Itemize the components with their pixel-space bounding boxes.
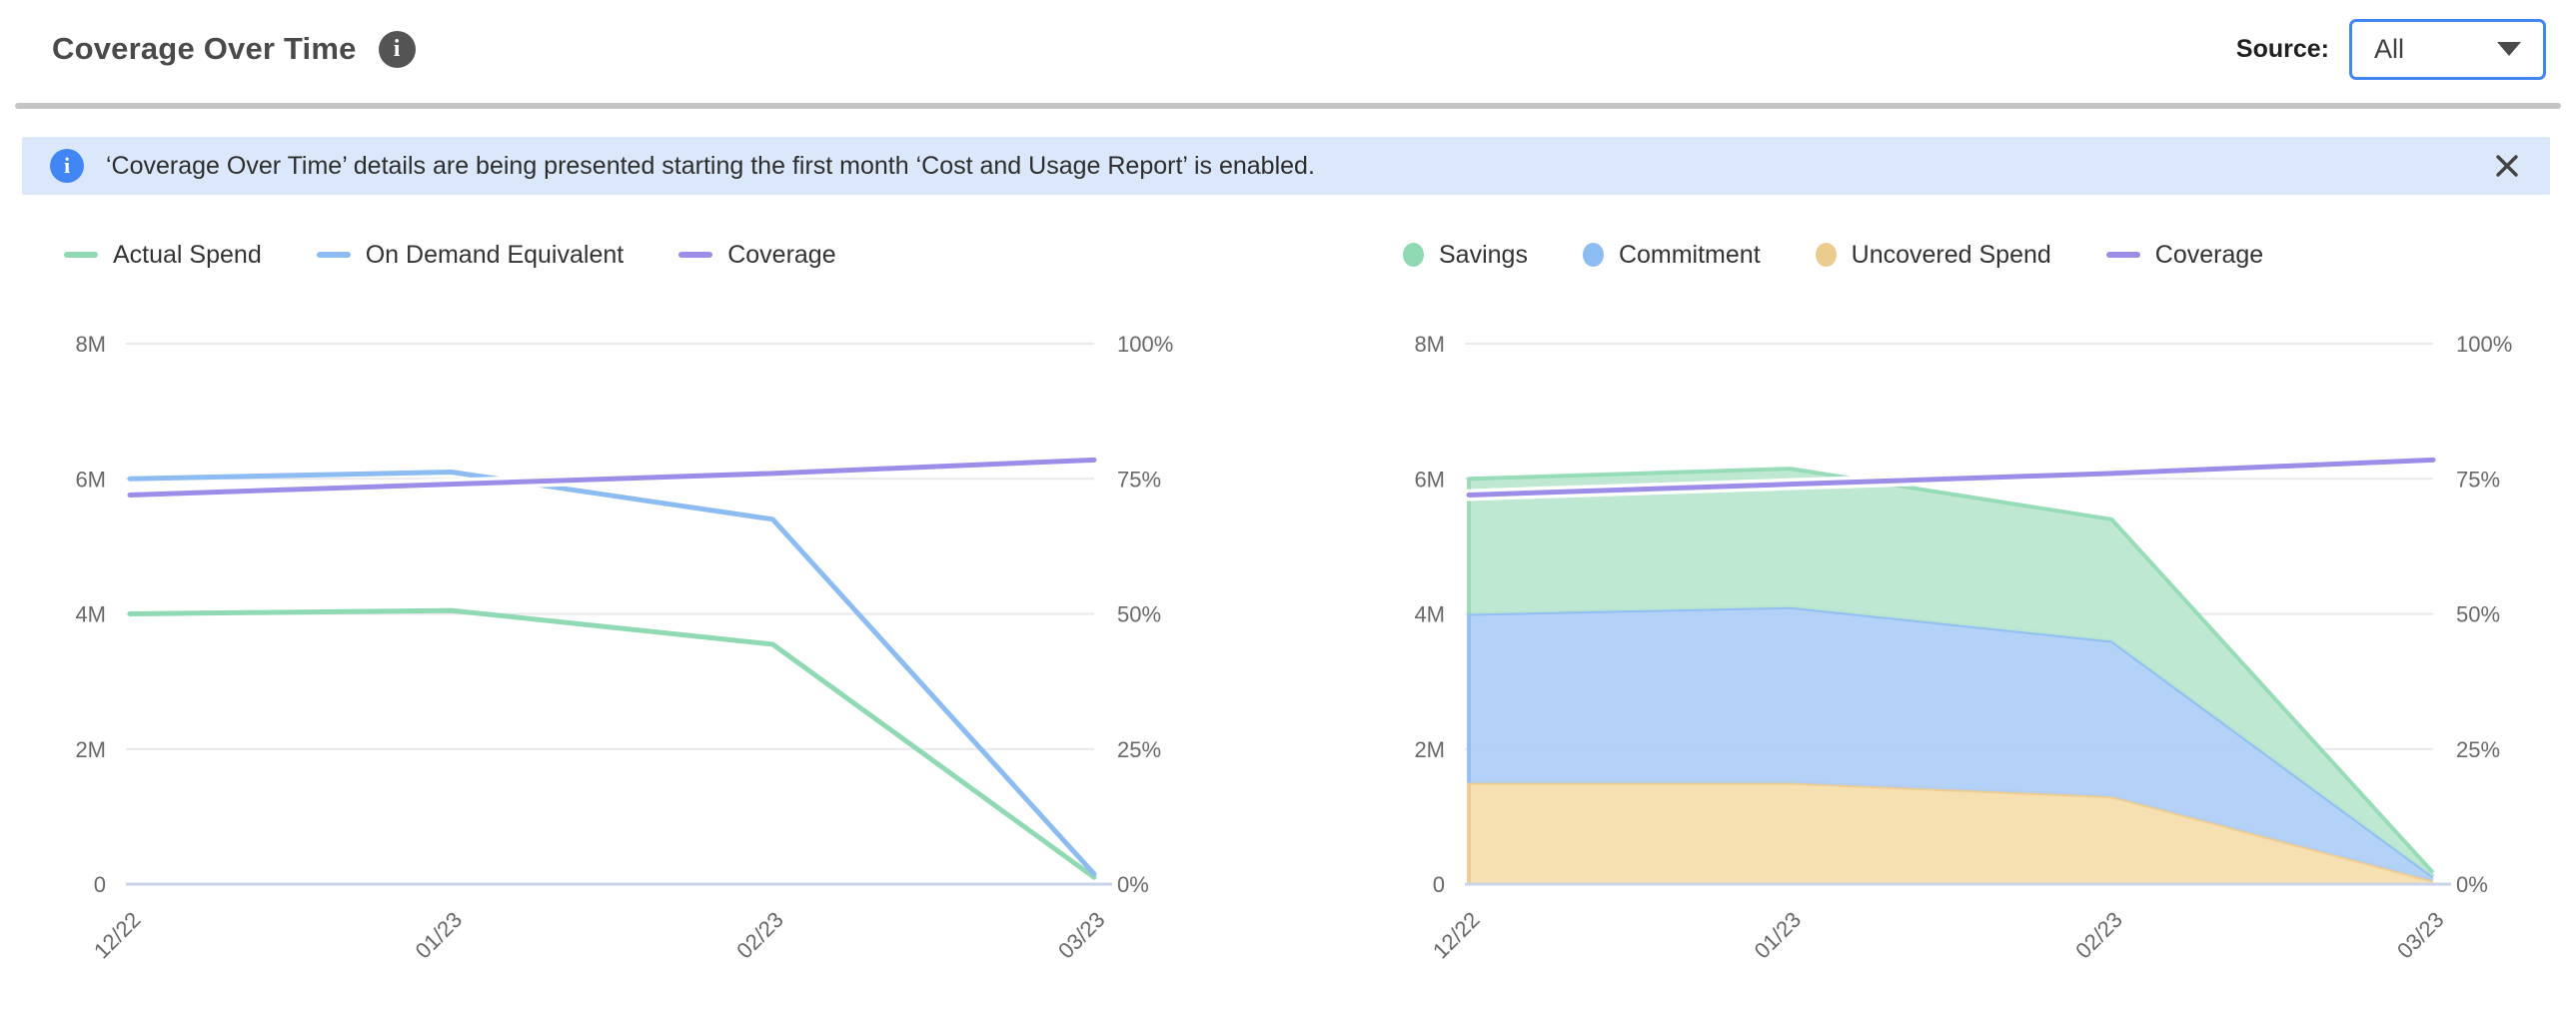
info-icon[interactable]: i bbox=[378, 30, 416, 68]
series-line-coverage bbox=[1466, 457, 2436, 498]
legend-label: Actual Spend bbox=[113, 240, 262, 269]
legend-label: Coverage bbox=[2154, 240, 2264, 269]
y-axis-right-label: 100% bbox=[2456, 332, 2512, 357]
legend: Savings Commitment Uncovered Spend Coverage bbox=[1403, 238, 2538, 272]
legend-marker bbox=[1815, 243, 1837, 267]
legend: Actual Spend On Demand Equivalent Coverage bbox=[64, 238, 1199, 272]
legend-item[interactable]: Actual Spend bbox=[64, 241, 262, 270]
source-dropdown[interactable]: All bbox=[2349, 18, 2546, 80]
legend-marker bbox=[1582, 243, 1604, 267]
series-line-actual-spend bbox=[127, 607, 1097, 880]
y-axis-left-label: 8M bbox=[1414, 332, 1445, 357]
banner-text: ‘Coverage Over Time’ details are being p… bbox=[106, 151, 1315, 180]
source-group: Source: All bbox=[2235, 18, 2546, 80]
info-banner: i ‘Coverage Over Time’ details are being… bbox=[22, 137, 2550, 195]
legend-label: Uncovered Spend bbox=[1851, 240, 2051, 269]
y-axis-left-label: 6M bbox=[75, 467, 106, 492]
area-uncovered-spend bbox=[1469, 782, 2433, 884]
legend-marker bbox=[64, 252, 98, 258]
chevron-down-icon bbox=[2497, 42, 2521, 56]
legend-item[interactable]: Uncovered Spend bbox=[1815, 240, 2051, 270]
x-axis-label: 03/23 bbox=[2392, 907, 2449, 964]
y-axis-left-label: 2M bbox=[75, 737, 106, 762]
y-axis-left-label: 0 bbox=[94, 872, 106, 897]
legend-label: Savings bbox=[1439, 240, 1528, 269]
legend-marker bbox=[678, 252, 713, 258]
legend-label: Coverage bbox=[727, 240, 836, 269]
series-line-on-demand-equivalent bbox=[127, 469, 1097, 877]
page-title: Coverage Over Time bbox=[52, 31, 357, 66]
y-axis-left-label: 4M bbox=[1414, 602, 1445, 627]
y-axis-right-label: 50% bbox=[2456, 602, 2500, 627]
title-row: Coverage Over Time i bbox=[52, 30, 416, 68]
x-axis-label: 12/22 bbox=[1428, 907, 1485, 964]
y-axis-right-label: 0% bbox=[2456, 872, 2488, 897]
source-value: All bbox=[2374, 33, 2405, 64]
x-axis-label: 01/23 bbox=[411, 907, 468, 964]
x-axis-label: 02/23 bbox=[2070, 907, 2127, 964]
y-axis-right-label: 0% bbox=[1117, 872, 1149, 897]
x-axis-label: 03/23 bbox=[1053, 907, 1110, 964]
y-axis-left-label: 0 bbox=[1433, 872, 1445, 897]
area-border bbox=[1467, 467, 2435, 874]
legend-item[interactable]: Commitment bbox=[1582, 240, 1761, 270]
legend-marker bbox=[1403, 243, 1424, 267]
y-axis-right-label: 25% bbox=[1117, 737, 1161, 762]
close-icon[interactable] bbox=[2490, 149, 2524, 183]
y-axis-left-label: 8M bbox=[75, 332, 106, 357]
y-axis-left-label: 2M bbox=[1414, 737, 1445, 762]
series-line-coverage bbox=[127, 457, 1097, 498]
banner-info-icon: i bbox=[50, 149, 84, 183]
header-divider bbox=[15, 103, 2561, 109]
x-axis-label: 01/23 bbox=[1750, 907, 1807, 964]
x-axis-label: 02/23 bbox=[731, 907, 788, 964]
legend-item[interactable]: Savings bbox=[1403, 241, 1528, 270]
area-chart-canvas[interactable]: 0 0% 2M 25% 4M 50% 6M 75% 8M 100% 12/22 01/23 02/23 0… bbox=[1379, 280, 2538, 985]
legend-label: On Demand Equivalent bbox=[365, 240, 625, 269]
legend-marker bbox=[316, 252, 351, 258]
legend-marker bbox=[2105, 252, 2140, 258]
charts-row: Actual Spend On Demand Equivalent Coverage… bbox=[40, 238, 2538, 990]
y-axis-left-label: 4M bbox=[75, 602, 106, 627]
y-axis-right-label: 50% bbox=[1117, 602, 1161, 627]
panel-header: Coverage Over Time i Source: All bbox=[0, 0, 2576, 98]
x-axis-label: 12/22 bbox=[89, 907, 146, 964]
y-axis-right-label: 25% bbox=[2456, 737, 2500, 762]
legend-item[interactable]: On Demand Equivalent bbox=[316, 240, 625, 270]
legend-item[interactable]: Coverage bbox=[2105, 240, 2264, 270]
y-axis-left-label: 6M bbox=[1414, 467, 1445, 492]
y-axis-right-label: 100% bbox=[1117, 332, 1173, 357]
spend-line-chart: Actual Spend On Demand Equivalent Coverage… bbox=[40, 238, 1199, 990]
source-label: Source: bbox=[2235, 34, 2329, 63]
area-savings bbox=[1469, 469, 2433, 877]
y-axis-right-label: 75% bbox=[2456, 467, 2500, 492]
coverage-area-chart: Savings Commitment Uncovered Spend Coverage… bbox=[1379, 238, 2538, 990]
line-chart-canvas[interactable]: 0 0% 2M 25% 4M 50% 6M 75% 8M 100% 12/22 01/23 02/23 0… bbox=[40, 280, 1199, 985]
legend-item[interactable]: Coverage bbox=[678, 240, 836, 270]
y-axis-right-label: 75% bbox=[1117, 467, 1161, 492]
area-commitment bbox=[1469, 606, 2433, 881]
legend-label: Commitment bbox=[1618, 240, 1761, 269]
